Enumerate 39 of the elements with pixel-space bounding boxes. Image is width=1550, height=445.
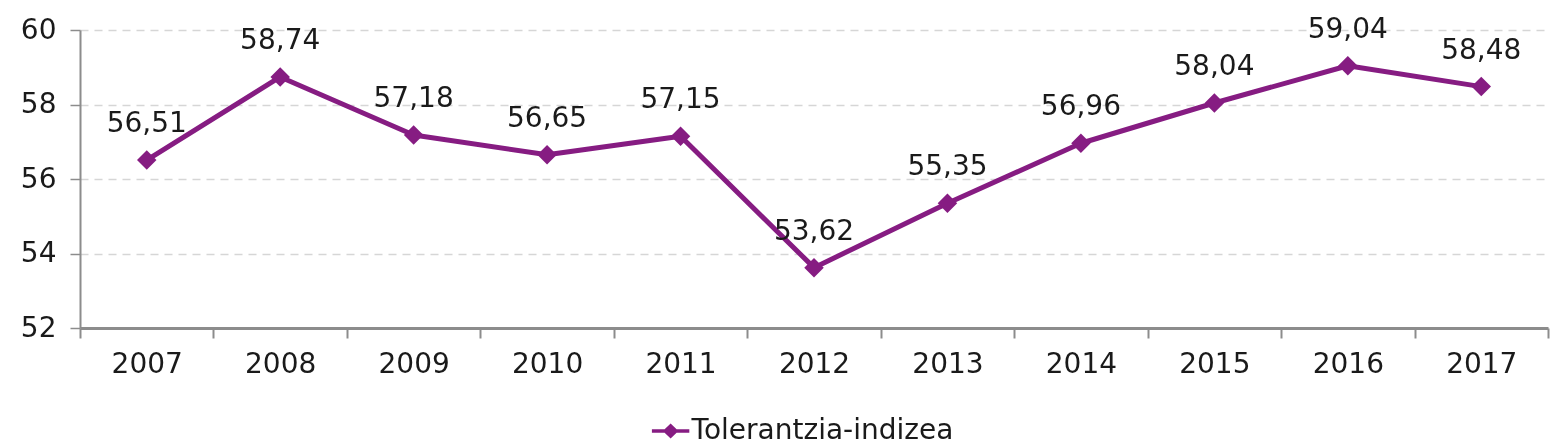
data-label: 58,04: [1174, 49, 1255, 83]
data-label: 53,62: [773, 213, 855, 247]
data-label: 58,48: [1441, 32, 1522, 66]
point: [670, 126, 691, 146]
point: [403, 125, 424, 145]
point: [937, 193, 958, 213]
y-tick-label: 60: [20, 12, 57, 46]
x-tick-label: 2014: [1045, 346, 1118, 380]
x-tick-label: 2016: [1312, 346, 1384, 380]
data-label: 56,65: [507, 100, 588, 134]
data-label: 55,35: [907, 149, 988, 183]
point: [1204, 93, 1225, 113]
data-label: 57,18: [373, 81, 454, 115]
point: [136, 150, 157, 170]
point: [537, 145, 557, 165]
y-tick-label: 56: [20, 161, 57, 195]
data-label: 58,74: [240, 22, 321, 56]
y-tick-label: 52: [20, 310, 57, 344]
x-tick-label: 2010: [511, 346, 584, 380]
x-tick-label: 2008: [245, 346, 317, 380]
point: [270, 67, 290, 87]
x-tick-label: 2009: [378, 346, 450, 380]
data-label: 57,15: [640, 82, 721, 116]
x-tick-label: 2007: [111, 346, 183, 380]
data-label: 56,51: [106, 106, 187, 139]
y-tick-label: 54: [20, 236, 57, 269]
x-tick-label: 2017: [1446, 346, 1518, 380]
legend-label: Tolerantzia-indizea: [690, 413, 954, 445]
point: [1471, 76, 1492, 97]
data-label: 59,04: [1307, 11, 1388, 45]
y-tick-label: 58: [20, 87, 57, 120]
point: [804, 257, 824, 278]
x-tick-label: 2013: [912, 346, 984, 380]
x-tick-label: 2011: [645, 346, 717, 380]
point: [1338, 56, 1358, 76]
data-label: 56,96: [1040, 89, 1121, 123]
point: [1071, 133, 1091, 153]
x-tick-label: 2015: [1179, 346, 1251, 380]
x-tick-label: 2012: [778, 346, 851, 380]
